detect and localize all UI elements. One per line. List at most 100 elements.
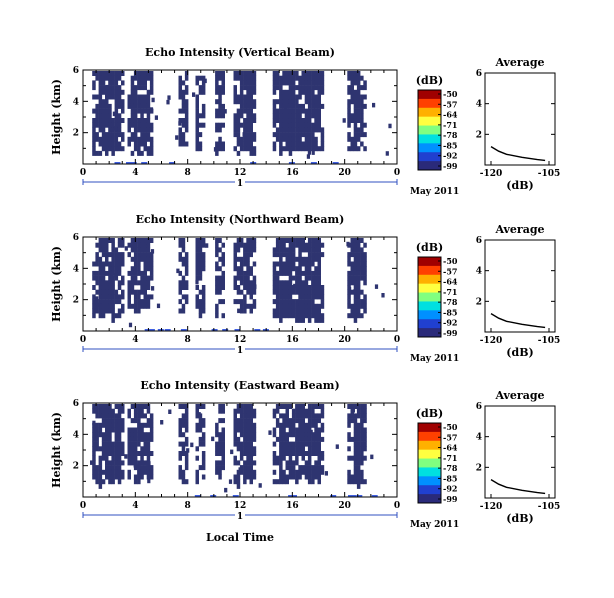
echo-cell	[347, 71, 351, 76]
echo-cell	[282, 436, 286, 442]
echo-cell	[178, 85, 182, 91]
echo-cell	[275, 404, 280, 409]
echo-cell	[108, 474, 112, 480]
echo-cell	[307, 413, 312, 419]
echo-cell	[137, 247, 141, 253]
echo-cell	[215, 89, 219, 95]
echo-cell	[243, 275, 247, 281]
echo-cell	[127, 289, 131, 295]
echo-cell	[127, 299, 131, 305]
echo-cell	[311, 242, 315, 248]
echo-cell	[249, 238, 253, 243]
echo-cell	[275, 99, 280, 105]
echo-cell	[146, 146, 151, 152]
echo-cell	[233, 242, 237, 248]
echo-cell	[215, 150, 219, 156]
echo-cell	[236, 122, 241, 128]
echo-cell	[218, 280, 222, 286]
echo-cell	[291, 238, 296, 243]
echo-cell	[133, 280, 138, 286]
echo-cell	[105, 103, 109, 109]
panel-title: Echo Intensity (Eastward Beam)	[140, 379, 339, 392]
echo-cell	[221, 270, 225, 276]
echo-cell	[98, 122, 103, 128]
echo-cell	[285, 474, 289, 480]
echo-cell	[272, 441, 277, 447]
echo-cell	[304, 136, 309, 142]
echo-cell	[98, 136, 103, 142]
echo-cell	[317, 71, 321, 76]
echo-cell	[101, 479, 106, 485]
echo-cell	[291, 266, 296, 272]
echo-cell	[295, 266, 299, 272]
echo-cell	[108, 275, 112, 281]
echo-cell	[246, 303, 250, 309]
echo-cell	[137, 80, 141, 86]
echo-cell	[282, 313, 286, 319]
echo-cell	[356, 460, 361, 466]
echo-cell	[307, 118, 312, 123]
echo-cell	[304, 261, 309, 267]
echo-cell	[288, 495, 295, 497]
echo-cell	[356, 308, 361, 314]
echo-cell	[295, 75, 299, 81]
echo-cell	[330, 495, 337, 497]
echo-cell	[298, 465, 302, 471]
echo-cell	[272, 299, 277, 305]
echo-cell	[279, 141, 283, 147]
echo-cell	[298, 113, 302, 119]
echo-cell	[198, 275, 203, 281]
echo-cell	[149, 85, 154, 91]
echo-cell	[285, 71, 289, 76]
echo-cell	[272, 85, 277, 91]
echo-cell	[92, 261, 96, 267]
echo-cell	[178, 127, 182, 133]
echo-cell	[140, 136, 144, 142]
echo-cell	[356, 136, 361, 142]
echo-cell	[137, 303, 141, 309]
echo-cell	[246, 455, 250, 461]
echo-cell	[307, 256, 312, 262]
echo-cell	[205, 243, 209, 248]
echo-cell	[215, 427, 219, 433]
echo-cell	[218, 451, 222, 456]
colorbar-segment	[418, 161, 441, 171]
echo-cell	[130, 118, 135, 123]
echo-cell	[184, 294, 189, 300]
echo-cell	[314, 242, 318, 248]
echo-cell	[363, 270, 367, 276]
echo-cell	[108, 127, 112, 133]
echo-cell	[311, 127, 315, 133]
echo-cell	[295, 99, 299, 105]
echo-cell	[298, 451, 302, 456]
echo-cell	[149, 474, 154, 480]
echo-cell	[249, 436, 253, 442]
echo-cell	[98, 141, 103, 147]
echo-cell	[195, 455, 199, 461]
average-frame	[484, 72, 556, 166]
echo-cell	[252, 275, 257, 281]
echo-cell	[121, 404, 125, 409]
echo-cell	[108, 436, 112, 442]
echo-cell	[353, 289, 357, 294]
echo-cell	[301, 294, 305, 300]
echo-cell	[285, 132, 289, 138]
echo-cell	[285, 261, 289, 267]
echo-cell	[98, 285, 103, 290]
echo-cell	[108, 441, 112, 447]
colorbar-tick-label: -71	[443, 120, 457, 130]
echo-cell	[184, 75, 189, 81]
echo-cell	[347, 256, 351, 262]
echo-cell	[105, 436, 109, 442]
echo-cell	[198, 299, 203, 305]
echo-cell	[307, 446, 312, 452]
echo-cell	[137, 422, 141, 428]
echo-cell	[92, 303, 96, 309]
echo-cell	[239, 71, 244, 76]
echo-cell	[283, 107, 288, 113]
x-tick-label: 12	[234, 501, 247, 511]
echo-cell	[146, 465, 151, 471]
echo-cell	[285, 256, 289, 262]
echo-cell	[279, 127, 283, 133]
